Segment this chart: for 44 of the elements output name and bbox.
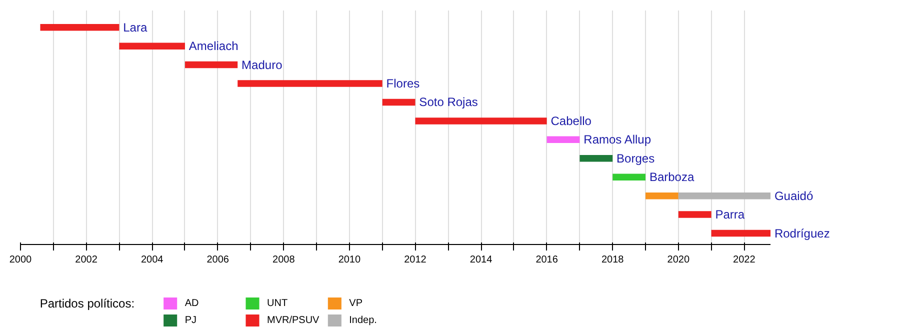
y-tick-label: Barboza: [649, 170, 694, 184]
y-tick-label: Lara: [123, 20, 148, 34]
bar: [119, 42, 185, 50]
legend-label: Indep.: [349, 315, 377, 326]
legend-label: VP: [349, 298, 363, 309]
x-tick-label: 2000: [9, 254, 32, 266]
x-tick-label: 2020: [667, 254, 690, 266]
bar: [678, 211, 712, 218]
x-tick-label: 2022: [733, 254, 756, 266]
bar: [711, 230, 770, 237]
bar: [612, 174, 646, 180]
bar: [184, 61, 238, 68]
y-tick-label: Maduro: [242, 58, 283, 72]
x-tick-label: 2010: [338, 254, 362, 266]
y-tick-label: Ameliach: [188, 39, 238, 54]
y-tick-label: Soto Rojas: [419, 95, 478, 110]
x-tick-label: 2004: [140, 254, 164, 266]
y-tick-label: Borges: [616, 151, 655, 166]
bar: [646, 192, 678, 200]
y-tick-label: Flores: [386, 76, 420, 91]
y-tick-label: Rodríguez: [774, 226, 830, 240]
legend-label: MVR/PSUV: [267, 315, 320, 326]
bar: [546, 136, 580, 144]
bar: [382, 98, 416, 106]
legend-label: PJ: [184, 315, 197, 326]
y-tick-label: Parra: [715, 208, 745, 222]
x-tick-label: 2016: [536, 254, 558, 266]
y-tick-label: Ramos Allup: [584, 132, 652, 147]
legend-label: AD: [184, 298, 199, 309]
legend-label: UNT: [267, 298, 288, 309]
x-tick-label: 2012: [404, 254, 427, 266]
bar: [415, 118, 547, 124]
y-tick-label: Guaidó: [774, 188, 814, 203]
x-tick-label: 2006: [206, 254, 230, 266]
y-tick-label: Cabello: [550, 114, 592, 128]
x-tick-label: 2008: [272, 254, 296, 266]
bar: [678, 192, 770, 200]
x-tick-label: 2014: [470, 254, 493, 266]
bar: [40, 24, 120, 31]
bar: [238, 80, 382, 87]
bar: [580, 155, 613, 162]
x-tick-label: 2002: [75, 254, 98, 266]
x-tick-label: 2018: [601, 254, 624, 266]
legend-title: Partidos políticos:: [40, 296, 135, 310]
